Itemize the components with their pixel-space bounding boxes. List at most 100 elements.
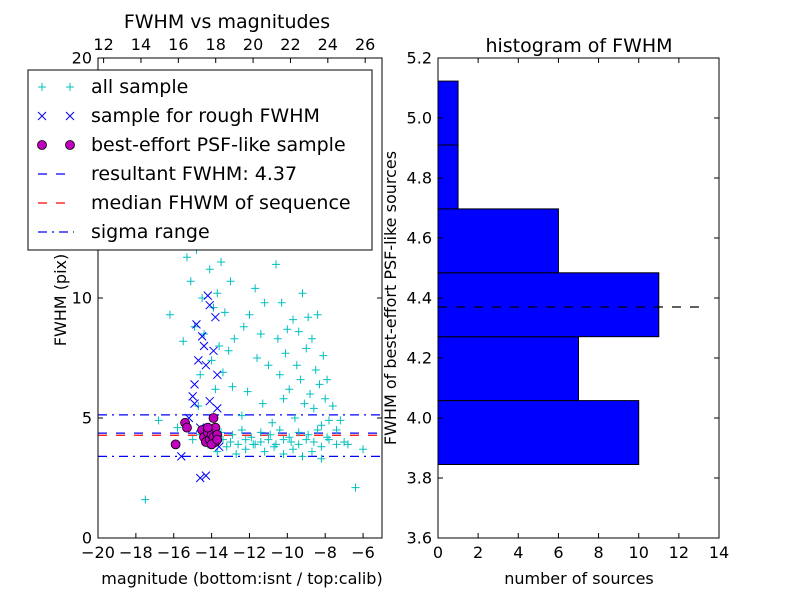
scatter-xtick-label-2: −16 bbox=[157, 543, 191, 562]
series-0-point-93 bbox=[317, 442, 326, 451]
series-0-point-115 bbox=[275, 426, 284, 434]
scatter-top-xtick-label-3: 18 bbox=[206, 35, 226, 54]
scatter-xtick-label-0: −20 bbox=[81, 543, 115, 562]
legend-label-0: all sample bbox=[91, 76, 188, 98]
series-0-point-38 bbox=[264, 361, 273, 370]
series-0-point-69 bbox=[328, 402, 337, 410]
series-0-point-42 bbox=[275, 370, 284, 379]
series-0-point-49 bbox=[289, 315, 298, 324]
histogram-ytick-label-5: 4.6 bbox=[407, 229, 432, 248]
series-0-point-89 bbox=[287, 438, 296, 446]
series-0-point-59 bbox=[307, 334, 316, 343]
series-0-point-71 bbox=[336, 416, 345, 425]
series-1-point-11 bbox=[205, 300, 215, 310]
histogram-ylabel: FWHM of best-effort PSF-like sources bbox=[381, 151, 400, 445]
series-0-point-86 bbox=[264, 435, 273, 444]
scatter-top-xtick-label-0: 12 bbox=[93, 35, 113, 54]
series-0-point-65 bbox=[319, 351, 328, 360]
series-0-point-56 bbox=[302, 344, 311, 353]
series-2-point-16 bbox=[212, 434, 223, 445]
scatter-data bbox=[98, 219, 382, 504]
series-0-point-44 bbox=[279, 394, 288, 403]
series-0-point-36 bbox=[258, 399, 267, 408]
series-0-point-46 bbox=[283, 325, 292, 334]
scatter-ylabel: FWHM (pix) bbox=[51, 254, 70, 347]
histogram-xtick-label-1: 2 bbox=[473, 543, 483, 562]
histogram-xtick-label-4: 8 bbox=[593, 543, 603, 562]
series-0-point-35 bbox=[256, 330, 265, 338]
series-0-point-9 bbox=[196, 370, 205, 379]
series-0-point-14 bbox=[207, 356, 216, 365]
series-0-point-82 bbox=[234, 440, 243, 449]
histogram-ytick-label-0: 3.6 bbox=[407, 529, 432, 548]
series-0-point-68 bbox=[324, 416, 333, 425]
series-0-point-75 bbox=[173, 423, 182, 432]
series-0-point-25 bbox=[228, 382, 237, 391]
series-0-point-47 bbox=[285, 385, 294, 394]
legend-label-2: best-effort PSF-like sample bbox=[91, 134, 346, 156]
series-0-point-2 bbox=[165, 310, 174, 319]
series-0-point-64 bbox=[317, 421, 326, 430]
series-0-point-37 bbox=[260, 298, 269, 307]
series-0-point-88 bbox=[279, 435, 288, 444]
histogram-xtick-label-6: 12 bbox=[669, 543, 689, 562]
series-0-point-54 bbox=[298, 289, 307, 298]
series-0-point-98 bbox=[222, 442, 231, 451]
series-2-point-14 bbox=[202, 422, 213, 433]
series-0-point-19 bbox=[217, 258, 226, 266]
series-0-point-50 bbox=[290, 414, 299, 422]
scatter-top-xtick-label-1: 14 bbox=[131, 35, 151, 54]
histogram-bar-5 bbox=[437, 80, 459, 146]
series-1-point-15 bbox=[212, 370, 222, 380]
scatter-title: FWHM vs magnitudes bbox=[124, 11, 330, 33]
series-0-point-41 bbox=[273, 334, 282, 343]
histogram-ytick-label-3: 4.2 bbox=[407, 349, 432, 368]
series-0-point-101 bbox=[251, 440, 260, 449]
series-0-point-55 bbox=[300, 399, 309, 408]
scatter-xtick-label-7: −6 bbox=[351, 543, 375, 562]
legend-label-3: resultant FWHM: 4.37 bbox=[91, 163, 297, 185]
scatter-xtick-label-3: −14 bbox=[195, 543, 229, 562]
series-0-point-106 bbox=[298, 452, 307, 461]
series-0-point-90 bbox=[294, 440, 303, 449]
series-0-point-23 bbox=[224, 346, 233, 355]
series-0-point-21 bbox=[220, 308, 229, 317]
legend-marker-2-1 bbox=[65, 140, 75, 150]
histogram-xtick-label-3: 6 bbox=[553, 543, 563, 562]
series-0-point-40 bbox=[271, 260, 280, 269]
series-0-point-26 bbox=[230, 334, 239, 343]
series-1-point-14 bbox=[211, 312, 220, 322]
series-0-point-1 bbox=[154, 416, 163, 425]
scatter-top-xtick-label-7: 26 bbox=[355, 35, 375, 54]
series-0-point-30 bbox=[243, 387, 252, 396]
series-0-point-60 bbox=[309, 404, 318, 413]
legend-marker-2-0 bbox=[37, 140, 47, 150]
scatter-xtick-label-6: −8 bbox=[313, 543, 337, 562]
series-0-point-120 bbox=[323, 433, 332, 442]
series-0-point-51 bbox=[292, 361, 301, 370]
series-2-point-2 bbox=[182, 422, 192, 433]
series-0-point-39 bbox=[268, 418, 277, 427]
scatter-panel: FWHM vs magnitudes magnitude (bottom:isn… bbox=[51, 11, 383, 588]
series-1-point-3 bbox=[190, 380, 199, 389]
series-0-point-108 bbox=[317, 454, 326, 463]
histogram-panel: histogram of FWHM number of sources FWHM… bbox=[381, 35, 729, 588]
series-0-point-13 bbox=[205, 265, 214, 274]
series-1-point-18 bbox=[201, 471, 211, 480]
series-0-point-31 bbox=[245, 310, 254, 319]
series-0-point-17 bbox=[213, 289, 222, 298]
series-0-point-96 bbox=[340, 438, 349, 446]
series-0-point-45 bbox=[281, 349, 290, 358]
histogram-ytick-label-8: 5.2 bbox=[407, 49, 432, 68]
histogram-ytick-label-2: 4.0 bbox=[407, 409, 432, 428]
series-0-point-102 bbox=[260, 447, 269, 456]
series-0-point-100 bbox=[241, 445, 250, 454]
series-0-point-112 bbox=[247, 433, 256, 442]
series-0-point-57 bbox=[304, 313, 313, 322]
series-0-point-28 bbox=[237, 411, 246, 420]
series-0-point-63 bbox=[315, 380, 324, 389]
series-0-point-58 bbox=[306, 390, 315, 398]
scatter-top-xtick-label-2: 16 bbox=[168, 35, 188, 54]
histogram-ytick-label-6: 4.8 bbox=[407, 169, 432, 188]
